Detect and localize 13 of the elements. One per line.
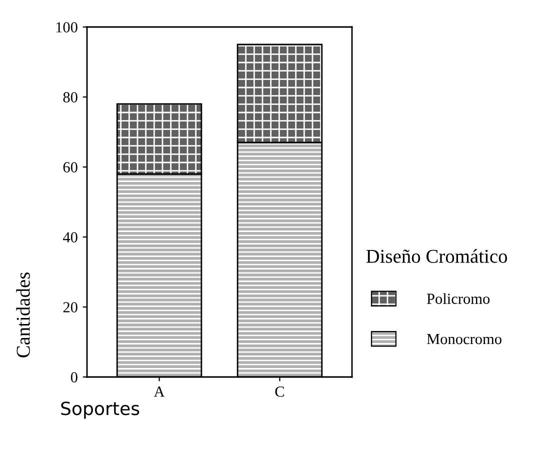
y-tick-label: 0 <box>70 372 78 382</box>
y-tick-label: 20 <box>63 302 78 312</box>
x-axis-title: Soportes <box>61 402 140 419</box>
y-tick-label: 60 <box>63 162 78 172</box>
y-tick-label: 100 <box>56 22 78 32</box>
x-tick-label: A <box>154 386 165 397</box>
y-axis-title: Cantidades <box>16 272 30 358</box>
legend-label: Monocromo <box>426 334 502 344</box>
legend-label: Policromo <box>426 293 490 304</box>
legend-title: Diseño Cromático <box>366 249 508 263</box>
x-tick-label: C <box>275 386 284 397</box>
y-tick-label: 40 <box>62 232 78 242</box>
y-tick-label: 80 <box>63 92 78 102</box>
